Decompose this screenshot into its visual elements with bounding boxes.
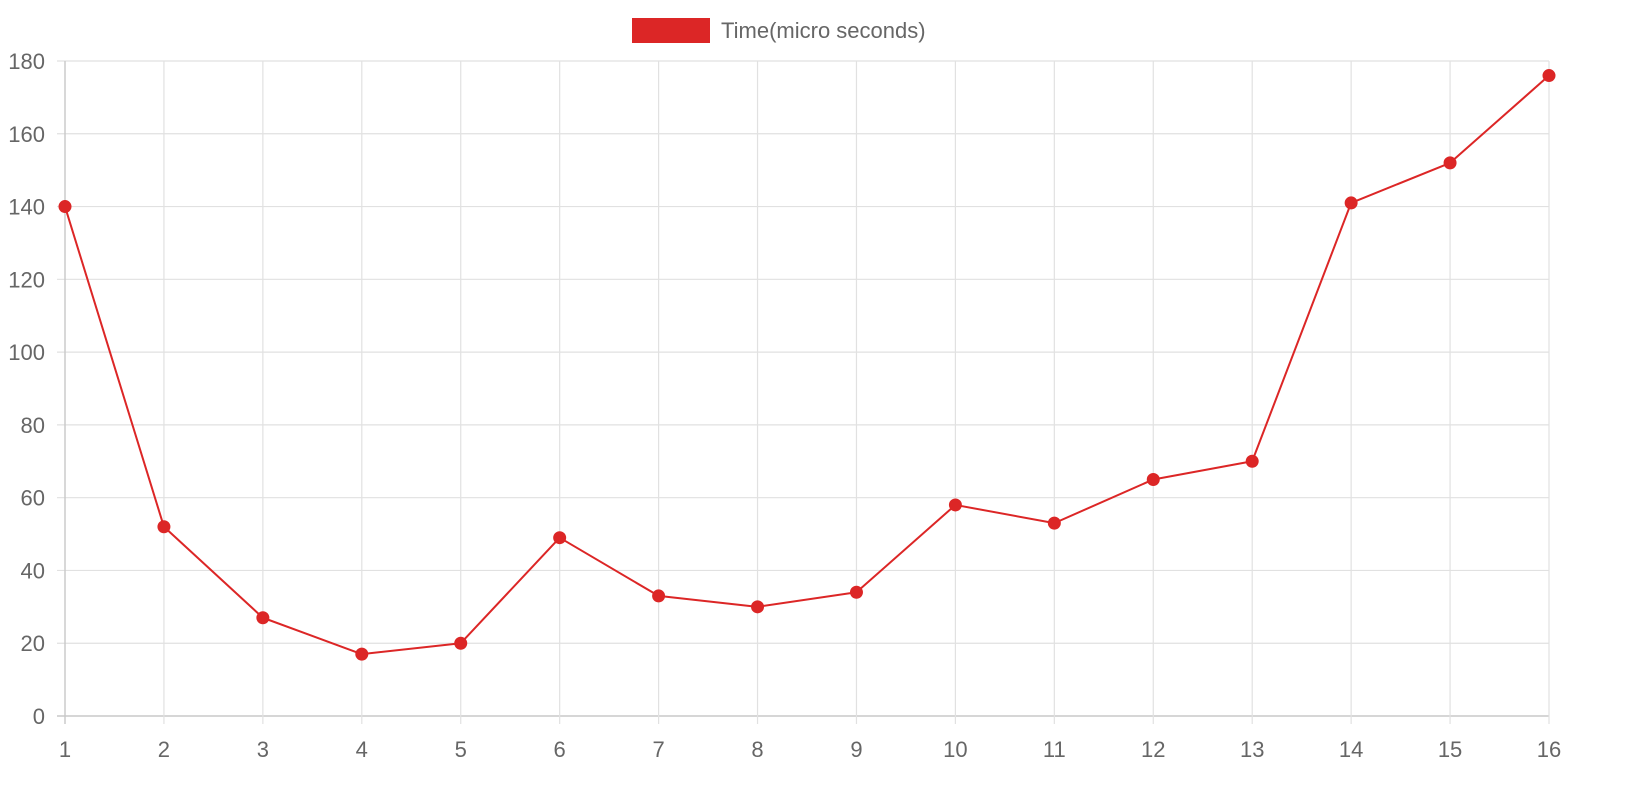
data-point[interactable] [1047,516,1061,530]
x-axis-ticks: 1 2 3 4 5 6 7 8 9 10 11 12 13 14 15 16 [59,737,1561,762]
data-point[interactable] [1443,156,1457,170]
series-line [64,74,1550,656]
y-tick-label: 180 [8,49,45,74]
data-point[interactable] [1146,472,1160,486]
data-point[interactable] [256,611,270,625]
y-tick-label: 40 [21,558,45,583]
x-tick-label: 7 [652,737,664,762]
y-tick-label: 20 [21,631,45,656]
x-tick-label: 1 [59,737,71,762]
x-tick-label: 15 [1438,737,1462,762]
y-tick-label: 60 [21,486,45,511]
y-tick-label: 100 [8,340,45,365]
data-point[interactable] [948,498,962,512]
y-tick-label: 120 [8,267,45,292]
y-tick-label: 140 [8,195,45,220]
legend-swatch [632,18,710,43]
series-time [58,69,1556,661]
x-tick-label: 11 [1043,737,1066,762]
x-tick-label: 13 [1240,737,1264,762]
y-axis-ticks: 0 20 40 60 80 100 120 140 160 180 [8,49,45,729]
data-point[interactable] [157,520,171,534]
grid-lines [57,60,1550,724]
data-point[interactable] [1245,454,1259,468]
legend-label: Time(micro seconds) [721,18,926,43]
x-tick-label: 8 [751,737,763,762]
data-point[interactable] [355,647,369,661]
x-tick-label: 14 [1339,737,1363,762]
data-point[interactable] [454,636,468,650]
y-tick-label: 80 [21,413,45,438]
x-tick-label: 2 [158,737,170,762]
x-tick-label: 16 [1537,737,1561,762]
x-tick-label: 4 [356,737,368,762]
data-point[interactable] [751,600,765,614]
legend[interactable]: Time(micro seconds) [632,18,926,43]
y-tick-label: 160 [8,122,45,147]
data-point[interactable] [553,531,567,545]
x-tick-label: 6 [554,737,566,762]
data-point[interactable] [849,585,863,599]
y-tick-label: 0 [33,704,45,729]
x-tick-label: 12 [1141,737,1165,762]
x-tick-label: 3 [257,737,269,762]
data-point[interactable] [1344,196,1358,210]
x-tick-label: 10 [943,737,967,762]
x-tick-label: 5 [455,737,467,762]
x-tick-label: 9 [850,737,862,762]
data-point[interactable] [1542,69,1556,83]
data-point[interactable] [58,200,72,214]
data-point[interactable] [652,589,666,603]
